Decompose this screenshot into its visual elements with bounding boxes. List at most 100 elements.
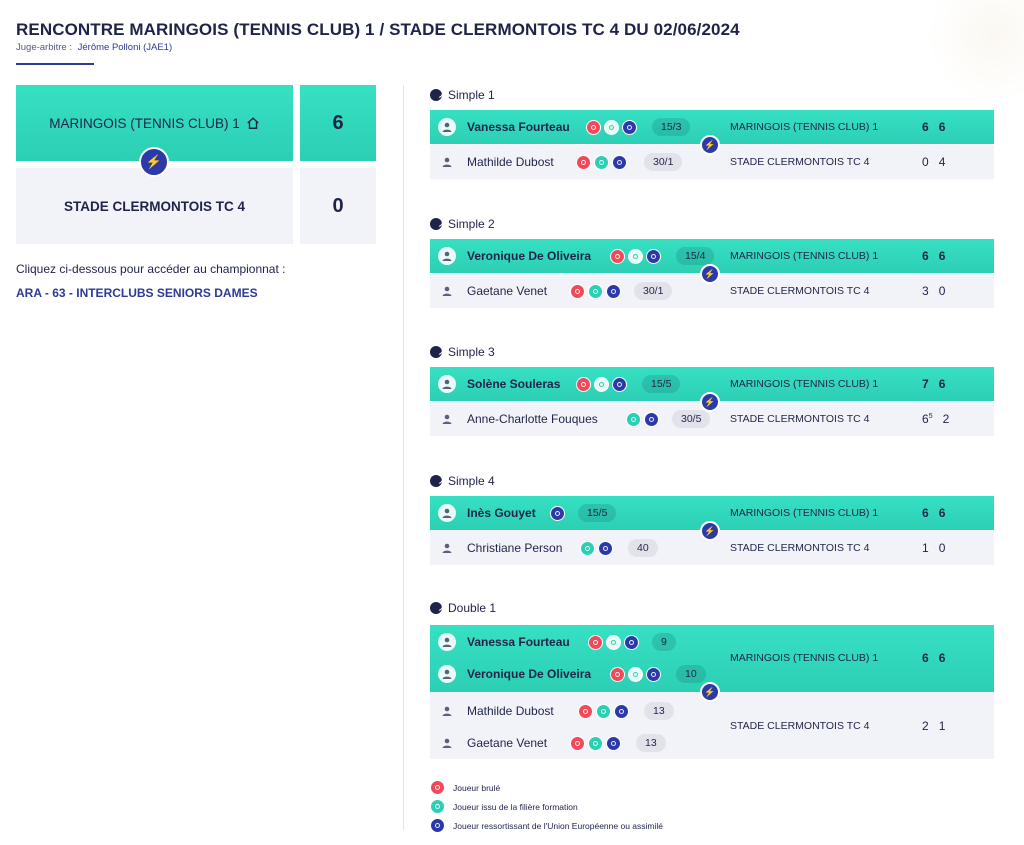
player-rank: 15/5 (642, 375, 681, 393)
bolt-icon: ⚡ (700, 264, 720, 284)
legend-burned-text: Joueur brulé (453, 782, 501, 793)
match-row: Veronique De Oliveira 10 (430, 657, 994, 691)
player-rank: 15/5 (578, 504, 617, 522)
player-name[interactable]: Mathilde Dubost (467, 704, 554, 718)
eu-icon (612, 376, 627, 392)
player-avatar-icon (438, 539, 456, 557)
player-rank: 13 (636, 734, 666, 752)
match-row: Inès Gouyet 15/5 MARINGOIS (TENNIS CLUB) 1… (430, 496, 994, 530)
player-avatar-icon (438, 504, 456, 522)
player-name[interactable]: Anne-Charlotte Fouques (467, 412, 598, 426)
tennis-ball-icon (430, 346, 442, 358)
formation-icon (606, 634, 621, 650)
legend-formation: Joueur issu de la filière formation (430, 799, 578, 814)
player-name[interactable]: Inès Gouyet (467, 506, 536, 520)
player-name[interactable]: Mathilde Dubost (467, 155, 554, 169)
player-badges (578, 703, 629, 719)
player-name[interactable]: Vanessa Fourteau (467, 120, 570, 134)
set-score: 0 (922, 155, 929, 169)
player-avatar-icon (438, 282, 456, 300)
player-name[interactable]: Christiane Person (467, 541, 563, 555)
match-title: Simple 1 (430, 88, 495, 102)
tennis-ball-icon (430, 89, 442, 101)
set-score: 0 (938, 284, 946, 298)
set-score: 6 (938, 506, 946, 520)
formation-icon (604, 119, 619, 135)
player-avatar-icon (438, 734, 456, 752)
player-rank: 40 (628, 539, 658, 557)
legend-eu: Joueur ressortissant de l'Union Européen… (430, 818, 663, 833)
match-row: Anne-Charlotte Fouques 30/5 STADE CLERMONT… (430, 402, 994, 436)
set-score: 6 (938, 651, 946, 665)
home-icon (247, 117, 259, 129)
set-score: 6 (922, 506, 929, 520)
eu-icon (646, 248, 661, 264)
player-name[interactable]: Vanessa Fourteau (467, 635, 570, 649)
championship-link[interactable]: ARA - 63 - INTERCLUBS SENIORS DAMES (16, 286, 258, 300)
burned-icon (570, 283, 585, 299)
player-badges (588, 634, 639, 650)
burned-icon (610, 666, 625, 682)
team-name: MARINGOIS (TENNIS CLUB) 1 (730, 652, 879, 664)
set-score: 3 (922, 284, 929, 298)
title-underline (16, 63, 94, 65)
match-row: Veronique De Oliveira 15/4 MARINGOIS (TENN… (430, 239, 994, 273)
player-avatar-icon (438, 665, 456, 683)
eu-icon (646, 666, 661, 682)
player-avatar-icon (438, 247, 456, 265)
eu-icon (614, 703, 629, 719)
player-name[interactable]: Gaetane Venet (467, 736, 548, 750)
player-rank: 30/5 (672, 410, 711, 428)
player-avatar-icon (438, 410, 456, 428)
match-title: Simple 3 (430, 345, 495, 359)
player-badges (550, 505, 565, 521)
bolt-icon: ⚡ (139, 147, 169, 177)
eu-icon (622, 119, 637, 135)
championship-intro: Cliquez ci-dessous pour accéder au champ… (16, 262, 286, 276)
set-score: 2 (922, 719, 929, 733)
player-rank: 30/1 (644, 153, 683, 171)
tiebreak-score: 5 (928, 413, 933, 420)
referee-name: Jérôme Polloni (JAE1) (77, 42, 173, 53)
match-row: Solène Souleras 15/5 MARINGOIS (TENNIS CLU… (430, 367, 994, 401)
eu-icon (612, 154, 627, 170)
player-name[interactable]: Veronique De Oliveira (467, 249, 592, 263)
eu-icon (624, 634, 639, 650)
player-name[interactable]: Gaetane Venet (467, 284, 548, 298)
set-score: 1 (938, 719, 946, 733)
eu-icon (550, 505, 565, 521)
burned-icon (610, 248, 625, 264)
burned-icon (588, 634, 603, 650)
column-divider (403, 85, 404, 830)
home-team-name: MARINGOIS (TENNIS CLUB) 1 (49, 115, 240, 131)
set-score: 6 (922, 651, 929, 665)
team-name: MARINGOIS (TENNIS CLUB) 1 (730, 250, 879, 262)
team-name: STADE CLERMONTOIS TC 4 (730, 413, 870, 425)
player-badges (570, 735, 621, 751)
page-title: RENCONTRE MARINGOIS (TENNIS CLUB) 1 / ST… (16, 20, 740, 39)
player-badges (610, 248, 661, 264)
match-row: Christiane Person 40 STADE CLERMONTOIS TC … (430, 531, 994, 565)
set-score: 1 (922, 541, 929, 555)
team-name: MARINGOIS (TENNIS CLUB) 1 (730, 378, 879, 390)
player-rank: 10 (676, 665, 706, 683)
set-score: 65 (922, 412, 933, 426)
referee-label: Juge-arbitre : (16, 42, 72, 53)
player-rank: 30/1 (634, 282, 673, 300)
match-title: Double 1 (430, 601, 496, 615)
player-name[interactable]: Veronique De Oliveira (467, 667, 592, 681)
set-score: 2 (942, 412, 950, 426)
player-name[interactable]: Solène Souleras (467, 377, 561, 391)
set-score: 4 (938, 155, 946, 169)
formation-icon (628, 248, 643, 264)
match-row: Mathilde Dubost 13 (430, 694, 994, 728)
double-losers-block (430, 692, 994, 759)
match-title: Simple 2 (430, 217, 495, 231)
